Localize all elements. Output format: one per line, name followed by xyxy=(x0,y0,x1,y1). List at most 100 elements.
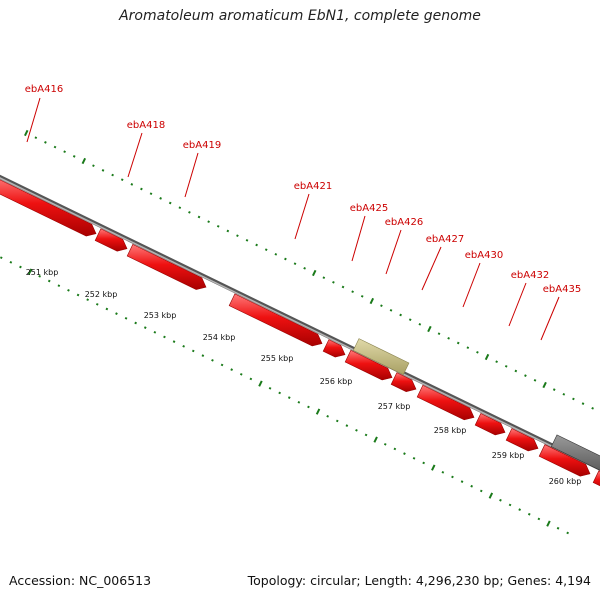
gene-arrow xyxy=(538,444,591,477)
inner-tick xyxy=(76,293,80,297)
inner-tick xyxy=(27,268,33,275)
outer-tick-track xyxy=(24,129,594,410)
gene-arrow xyxy=(390,372,417,392)
inner-tick xyxy=(47,279,51,283)
inner-tick xyxy=(315,408,321,415)
gene-arrow xyxy=(0,179,97,237)
outer-tick xyxy=(245,239,249,242)
inner-tick xyxy=(115,312,118,315)
inner-tick xyxy=(19,265,22,269)
gene-leader-line xyxy=(294,193,310,240)
inner-tick xyxy=(191,349,195,353)
gene-leader-line xyxy=(508,282,527,327)
outer-tick xyxy=(322,276,326,280)
outer-tick xyxy=(168,201,172,205)
inner-tick xyxy=(278,391,281,395)
outer-tick xyxy=(360,294,364,298)
outer-tick xyxy=(456,341,460,345)
gene-leader-line xyxy=(351,215,366,262)
inner-tick xyxy=(403,452,406,455)
scale-label: 256 kbp xyxy=(320,377,353,386)
gene-arrow xyxy=(592,470,600,487)
outer-tick xyxy=(514,369,518,373)
genome-backbone xyxy=(0,174,600,471)
outer-tick xyxy=(552,388,556,391)
outer-tick xyxy=(562,392,566,396)
outer-tick xyxy=(427,325,432,333)
inner-tick xyxy=(211,358,214,362)
outer-tick xyxy=(226,229,230,233)
outer-tick xyxy=(207,220,210,224)
scale-label: 253 kbp xyxy=(144,311,177,320)
outer-tick xyxy=(495,360,498,363)
inner-tick xyxy=(546,520,551,527)
gene-label-ebA421: ebA421 xyxy=(294,181,332,192)
outer-tick xyxy=(264,248,268,252)
outer-tick xyxy=(140,187,143,191)
outer-tick xyxy=(484,353,490,361)
inner-tick xyxy=(153,330,157,334)
inner-tick-track xyxy=(0,256,569,535)
outer-tick xyxy=(178,206,182,210)
inner-tick xyxy=(86,298,89,301)
inner-tick xyxy=(134,321,137,325)
gene-track xyxy=(0,179,600,487)
gene-label-ebA425: ebA425 xyxy=(350,203,388,214)
inner-tick xyxy=(182,344,185,348)
inner-tick xyxy=(527,512,531,516)
inner-tick xyxy=(230,368,233,371)
genome-title: Aromatoleum aromaticum EbN1, complete ge… xyxy=(119,8,481,24)
outer-tick xyxy=(101,169,105,172)
outer-tick xyxy=(476,350,479,354)
inner-tick xyxy=(124,316,128,320)
outer-tick xyxy=(389,308,393,312)
outer-tick xyxy=(236,234,239,238)
inner-tick xyxy=(355,428,358,432)
outer-tick xyxy=(581,402,585,405)
scale-label: 258 kbp xyxy=(434,426,467,435)
gene-label-ebA430: ebA430 xyxy=(465,250,503,261)
inner-tick xyxy=(220,363,224,367)
gene-leader-line xyxy=(26,97,41,143)
inner-tick xyxy=(373,436,378,443)
inner-tick xyxy=(105,307,109,311)
outer-tick xyxy=(149,192,153,196)
gene-arrow xyxy=(228,293,323,347)
outer-tick xyxy=(504,364,508,368)
inner-tick xyxy=(9,260,13,264)
outer-tick xyxy=(408,318,412,321)
inner-tick xyxy=(393,447,397,451)
gene-label-ebA419: ebA419 xyxy=(183,140,221,151)
gene-label-ebA432: ebA432 xyxy=(511,270,549,281)
inner-tick xyxy=(258,380,263,387)
scale-labels: 251 kbp 252 kbp 253 kbp 254 kbp 255 kbp 256 k… xyxy=(26,268,582,486)
gene-leader-line xyxy=(184,152,199,198)
scale-label: 259 kbp xyxy=(492,451,525,460)
inner-tick xyxy=(488,492,494,499)
scale-label: 255 kbp xyxy=(261,354,294,363)
inner-tick xyxy=(335,419,339,423)
inner-tick xyxy=(479,489,483,493)
outer-tick xyxy=(542,381,547,389)
outer-tick xyxy=(437,332,441,335)
outer-tick xyxy=(92,164,95,168)
genome-summary-text: Topology: circular; Length: 4,296,230 bp… xyxy=(247,573,591,588)
inner-tick xyxy=(364,433,368,437)
outer-tick xyxy=(72,155,76,158)
inner-tick xyxy=(566,531,569,535)
inner-tick xyxy=(95,302,99,306)
inner-tick xyxy=(0,256,3,259)
gene-leader-line xyxy=(462,262,481,308)
inner-tick xyxy=(57,284,61,287)
outer-tick xyxy=(341,285,345,289)
outer-tick xyxy=(399,313,402,317)
outer-tick xyxy=(24,129,29,137)
inner-tick xyxy=(268,386,272,390)
inner-tick xyxy=(297,400,301,404)
inner-tick xyxy=(383,442,387,446)
gene-labels: ebA416ebA418ebA419ebA421ebA425ebA426ebA4… xyxy=(25,84,581,341)
inner-tick xyxy=(201,354,205,357)
outer-tick xyxy=(369,297,375,305)
outer-tick xyxy=(418,322,422,326)
outer-tick xyxy=(44,141,47,144)
